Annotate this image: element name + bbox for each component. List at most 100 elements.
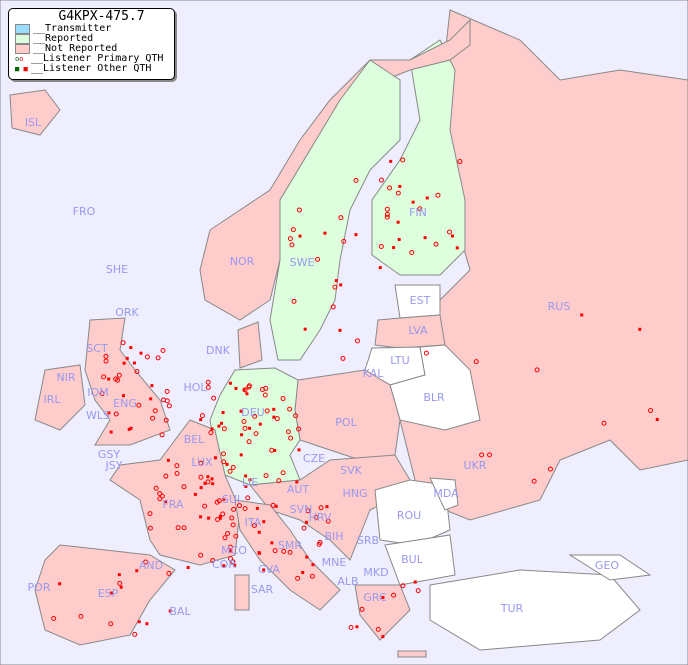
listener-primary-marker — [230, 522, 236, 528]
listener-primary-marker — [289, 242, 295, 248]
listener-primary-marker — [287, 236, 293, 242]
listener-primary-marker — [113, 376, 119, 382]
country-label-srb: SRB — [357, 534, 379, 547]
country-label-blr: BLR — [423, 391, 445, 404]
listener-primary-marker — [309, 573, 315, 579]
listener-primary-marker — [144, 354, 150, 360]
country-dnk — [237, 321, 263, 369]
listener-primary-marker — [160, 347, 166, 353]
listener-primary-marker — [116, 372, 122, 378]
listener-primary-marker — [313, 514, 319, 520]
listener-primary-marker — [241, 418, 247, 424]
listener-primary-marker — [103, 358, 109, 364]
listener-primary-marker — [295, 575, 301, 581]
listener-primary-marker — [384, 211, 390, 217]
listener-primary-marker — [447, 229, 453, 235]
listener-primary-marker — [287, 406, 293, 412]
country-label-fra: FRA — [162, 498, 184, 511]
country-fra — [109, 419, 241, 566]
country-label-por: POR — [28, 581, 51, 594]
country-label-ukr: UKR — [464, 459, 487, 472]
country-label-ita: ITA — [245, 516, 262, 529]
listener-primary-marker — [280, 396, 286, 402]
listener-primary-marker — [353, 177, 359, 183]
country-label-svk: SVK — [340, 464, 363, 477]
listener-other-marker — [239, 453, 243, 457]
country-crete — [397, 650, 427, 658]
listener-primary-marker — [246, 439, 252, 445]
listener-other-marker — [262, 520, 266, 524]
listener-primary-marker — [153, 485, 159, 491]
country-label-wls: WLS — [86, 409, 110, 422]
country-label-smr: SMR — [278, 539, 302, 552]
country-label-gsy: GSY — [98, 448, 121, 461]
listener-other-marker — [207, 516, 211, 520]
listener-primary-marker — [378, 177, 384, 183]
country-tur — [429, 569, 641, 651]
listener-other-marker — [334, 279, 338, 283]
listener-primary-marker — [208, 430, 214, 436]
listener-other-marker — [117, 573, 121, 577]
listener-primary-marker — [163, 473, 169, 479]
country-label-sct: SCT — [86, 342, 108, 355]
listener-primary-marker — [220, 511, 226, 517]
listener-primary-marker — [348, 624, 354, 630]
listener-other-marker — [354, 233, 358, 237]
listener-primary-marker — [387, 185, 393, 191]
listener-primary-marker — [354, 338, 360, 344]
listener-primary-marker — [296, 207, 302, 213]
listener-primary-marker — [332, 284, 338, 290]
listener-primary-marker — [164, 398, 170, 404]
listener-primary-marker — [269, 447, 275, 453]
listener-primary-marker — [229, 515, 235, 521]
listener-primary-marker — [251, 523, 257, 529]
listener-primary-marker — [233, 533, 239, 539]
listener-other-marker — [258, 422, 262, 426]
listener-other-marker — [257, 530, 261, 534]
listener-other-marker — [305, 555, 309, 559]
listener-other-marker — [274, 504, 278, 508]
listener-primary-marker — [547, 466, 553, 472]
country-label-fro: FRO — [73, 205, 96, 218]
listener-other-marker — [225, 462, 229, 466]
listener-primary-marker — [457, 159, 463, 165]
country-label-bih: BIH — [324, 530, 343, 543]
listener-primary-marker — [150, 415, 156, 421]
listener-primary-marker — [272, 548, 278, 554]
transmitter-swatch — [15, 24, 30, 34]
country-label-hng: HNG — [342, 487, 367, 500]
country-label-rus: RUS — [548, 300, 571, 313]
listener-primary-marker — [280, 470, 286, 476]
listener-primary-marker — [293, 413, 299, 419]
listener-other-marker — [298, 234, 302, 238]
country-label-and: AND — [139, 559, 163, 572]
listener-other-marker — [149, 397, 153, 401]
listener-primary-marker — [281, 548, 287, 554]
listener-primary-marker — [400, 157, 406, 163]
legend-other: __Listener Other QTH — [31, 63, 152, 74]
country-sardinia — [234, 574, 250, 611]
listener-primary-marker — [120, 340, 126, 346]
listener-other-marker — [244, 484, 248, 488]
country-label-dnk: DNK — [206, 344, 231, 357]
country-label-mne: MNE — [322, 556, 347, 569]
country-label-mco: MCO — [221, 544, 247, 557]
listener-primary-marker — [117, 580, 123, 586]
listener-other-marker — [272, 407, 276, 411]
listener-other-marker — [193, 492, 197, 496]
listener-other-marker — [272, 415, 276, 419]
legend: G4KPX-475.7 __Transmitter __Reported __N… — [8, 8, 175, 80]
listener-other-marker — [234, 386, 238, 390]
listener-primary-marker — [359, 606, 365, 612]
listener-other-marker — [270, 541, 274, 545]
listener-other-marker — [233, 563, 237, 567]
listener-other-marker — [455, 246, 459, 250]
country-label-jsy: JSY — [105, 459, 123, 472]
listener-primary-marker — [473, 359, 479, 365]
listener-primary-marker — [181, 525, 187, 531]
listener-primary-marker — [210, 558, 216, 564]
country-fin — [371, 39, 466, 276]
listener-markers — [51, 157, 659, 639]
country-label-eng: ENG — [113, 397, 137, 410]
